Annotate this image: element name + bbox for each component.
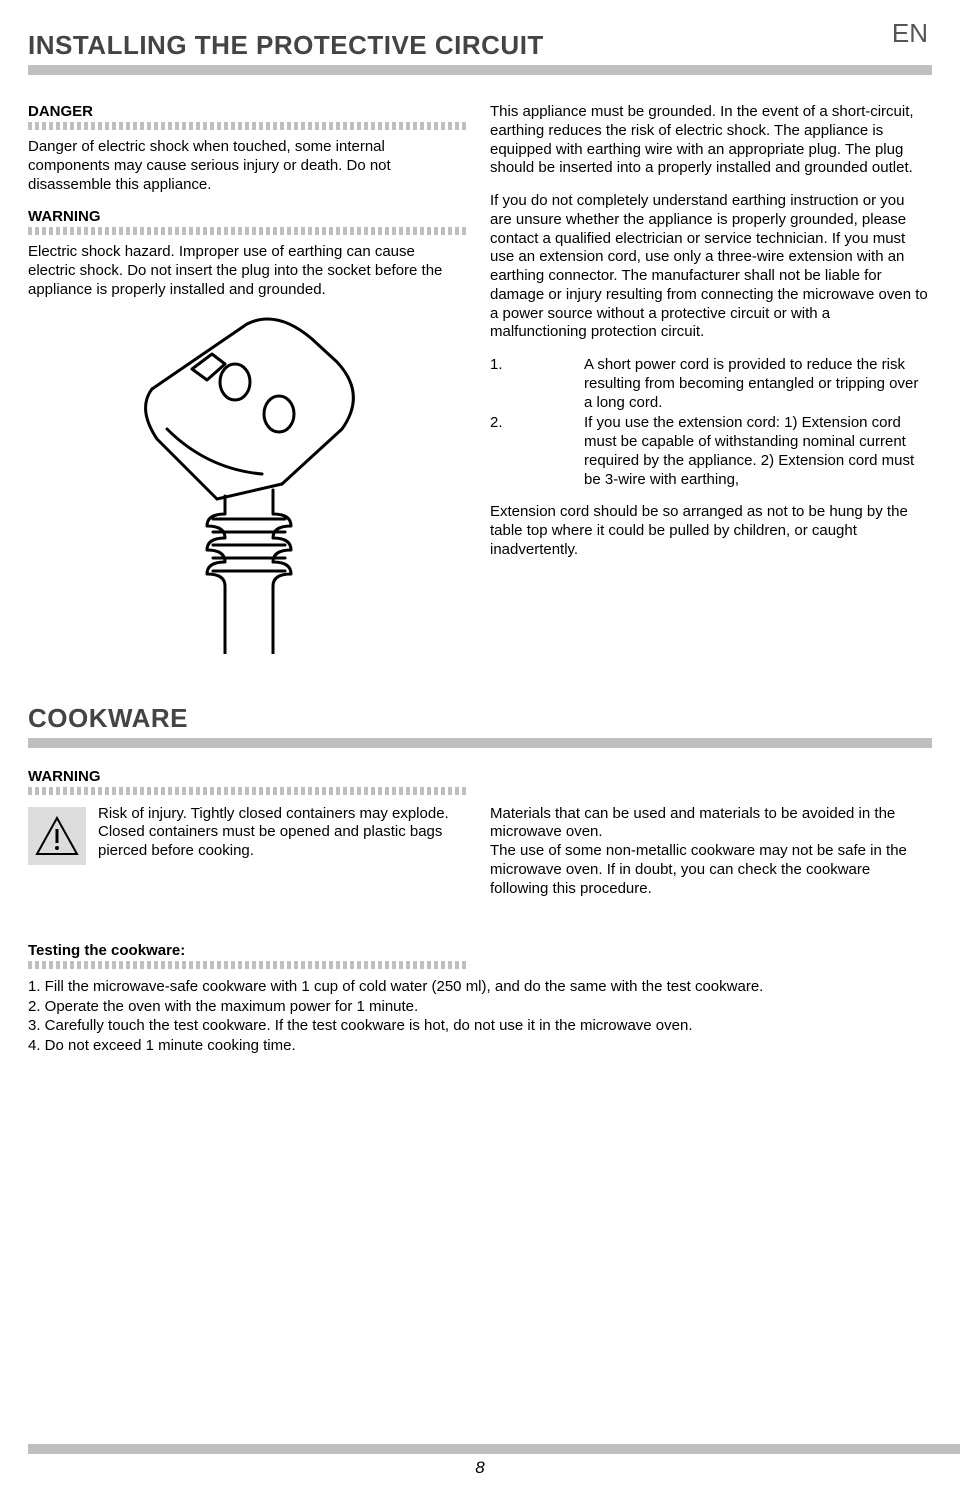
grounding-p2: If you do not completely understand eart… bbox=[490, 192, 928, 342]
testing-step-4: 4. Do not exceed 1 minute cooking time. bbox=[28, 1036, 932, 1056]
heading-installing: INSTALLING THE PROTECTIVE CIRCUIT bbox=[28, 30, 932, 61]
left-column: DANGER Danger of electric shock when tou… bbox=[28, 103, 466, 659]
divider-bar bbox=[28, 65, 932, 75]
testing-step-1: 1. Fill the microwave-safe cookware with… bbox=[28, 977, 932, 997]
divider-bar bbox=[28, 738, 932, 748]
language-tag: EN bbox=[892, 18, 928, 49]
grounding-p1: This appliance must be grounded. In the … bbox=[490, 103, 928, 178]
cookware-materials-text: Materials that can be used and materials… bbox=[490, 805, 928, 899]
danger-label: DANGER bbox=[28, 103, 466, 120]
warning-triangle-icon bbox=[35, 816, 79, 856]
list-number: 2. bbox=[490, 414, 584, 489]
hatch-divider bbox=[28, 961, 466, 969]
testing-steps: 1. Fill the microwave-safe cookware with… bbox=[28, 977, 932, 1055]
hatch-divider bbox=[28, 787, 466, 795]
cookware-warning-row: Risk of injury. Tightly closed container… bbox=[28, 805, 932, 899]
extension-cord-note: Extension cord should be so arranged as … bbox=[490, 503, 928, 559]
warning-text: Electric shock hazard. Improper use of e… bbox=[28, 243, 466, 299]
two-column-layout: DANGER Danger of electric shock when tou… bbox=[28, 103, 932, 659]
numbered-item-2: 2. If you use the extension cord: 1) Ext… bbox=[490, 414, 928, 489]
testing-label: Testing the cookware: bbox=[28, 942, 932, 959]
numbered-item-1: 1. A short power cord is provided to red… bbox=[490, 356, 928, 412]
testing-step-3: 3. Carefully touch the test cookware. If… bbox=[28, 1016, 932, 1036]
list-text: If you use the extension cord: 1) Extens… bbox=[584, 414, 928, 489]
plug-icon bbox=[117, 314, 377, 654]
warning-icon-box bbox=[28, 807, 86, 865]
hatch-divider bbox=[28, 122, 466, 130]
danger-text: Danger of electric shock when touched, s… bbox=[28, 138, 466, 194]
testing-step-2: 2. Operate the oven with the maximum pow… bbox=[28, 997, 932, 1017]
cookware-warning-right: Materials that can be used and materials… bbox=[490, 805, 928, 899]
plug-illustration bbox=[28, 314, 466, 659]
right-column: This appliance must be grounded. In the … bbox=[490, 103, 928, 659]
list-number: 1. bbox=[490, 356, 584, 412]
heading-cookware: COOKWARE bbox=[28, 703, 932, 734]
footer-divider-bar bbox=[28, 1444, 960, 1454]
hatch-divider bbox=[28, 227, 466, 235]
list-text: A short power cord is provided to reduce… bbox=[584, 356, 928, 412]
warning2-label: WARNING bbox=[28, 768, 932, 785]
page-number: 8 bbox=[475, 1458, 484, 1478]
cookware-warning-left: Risk of injury. Tightly closed container… bbox=[28, 805, 466, 899]
cookware-warning-text: Risk of injury. Tightly closed container… bbox=[98, 805, 466, 899]
warning-label: WARNING bbox=[28, 208, 466, 225]
